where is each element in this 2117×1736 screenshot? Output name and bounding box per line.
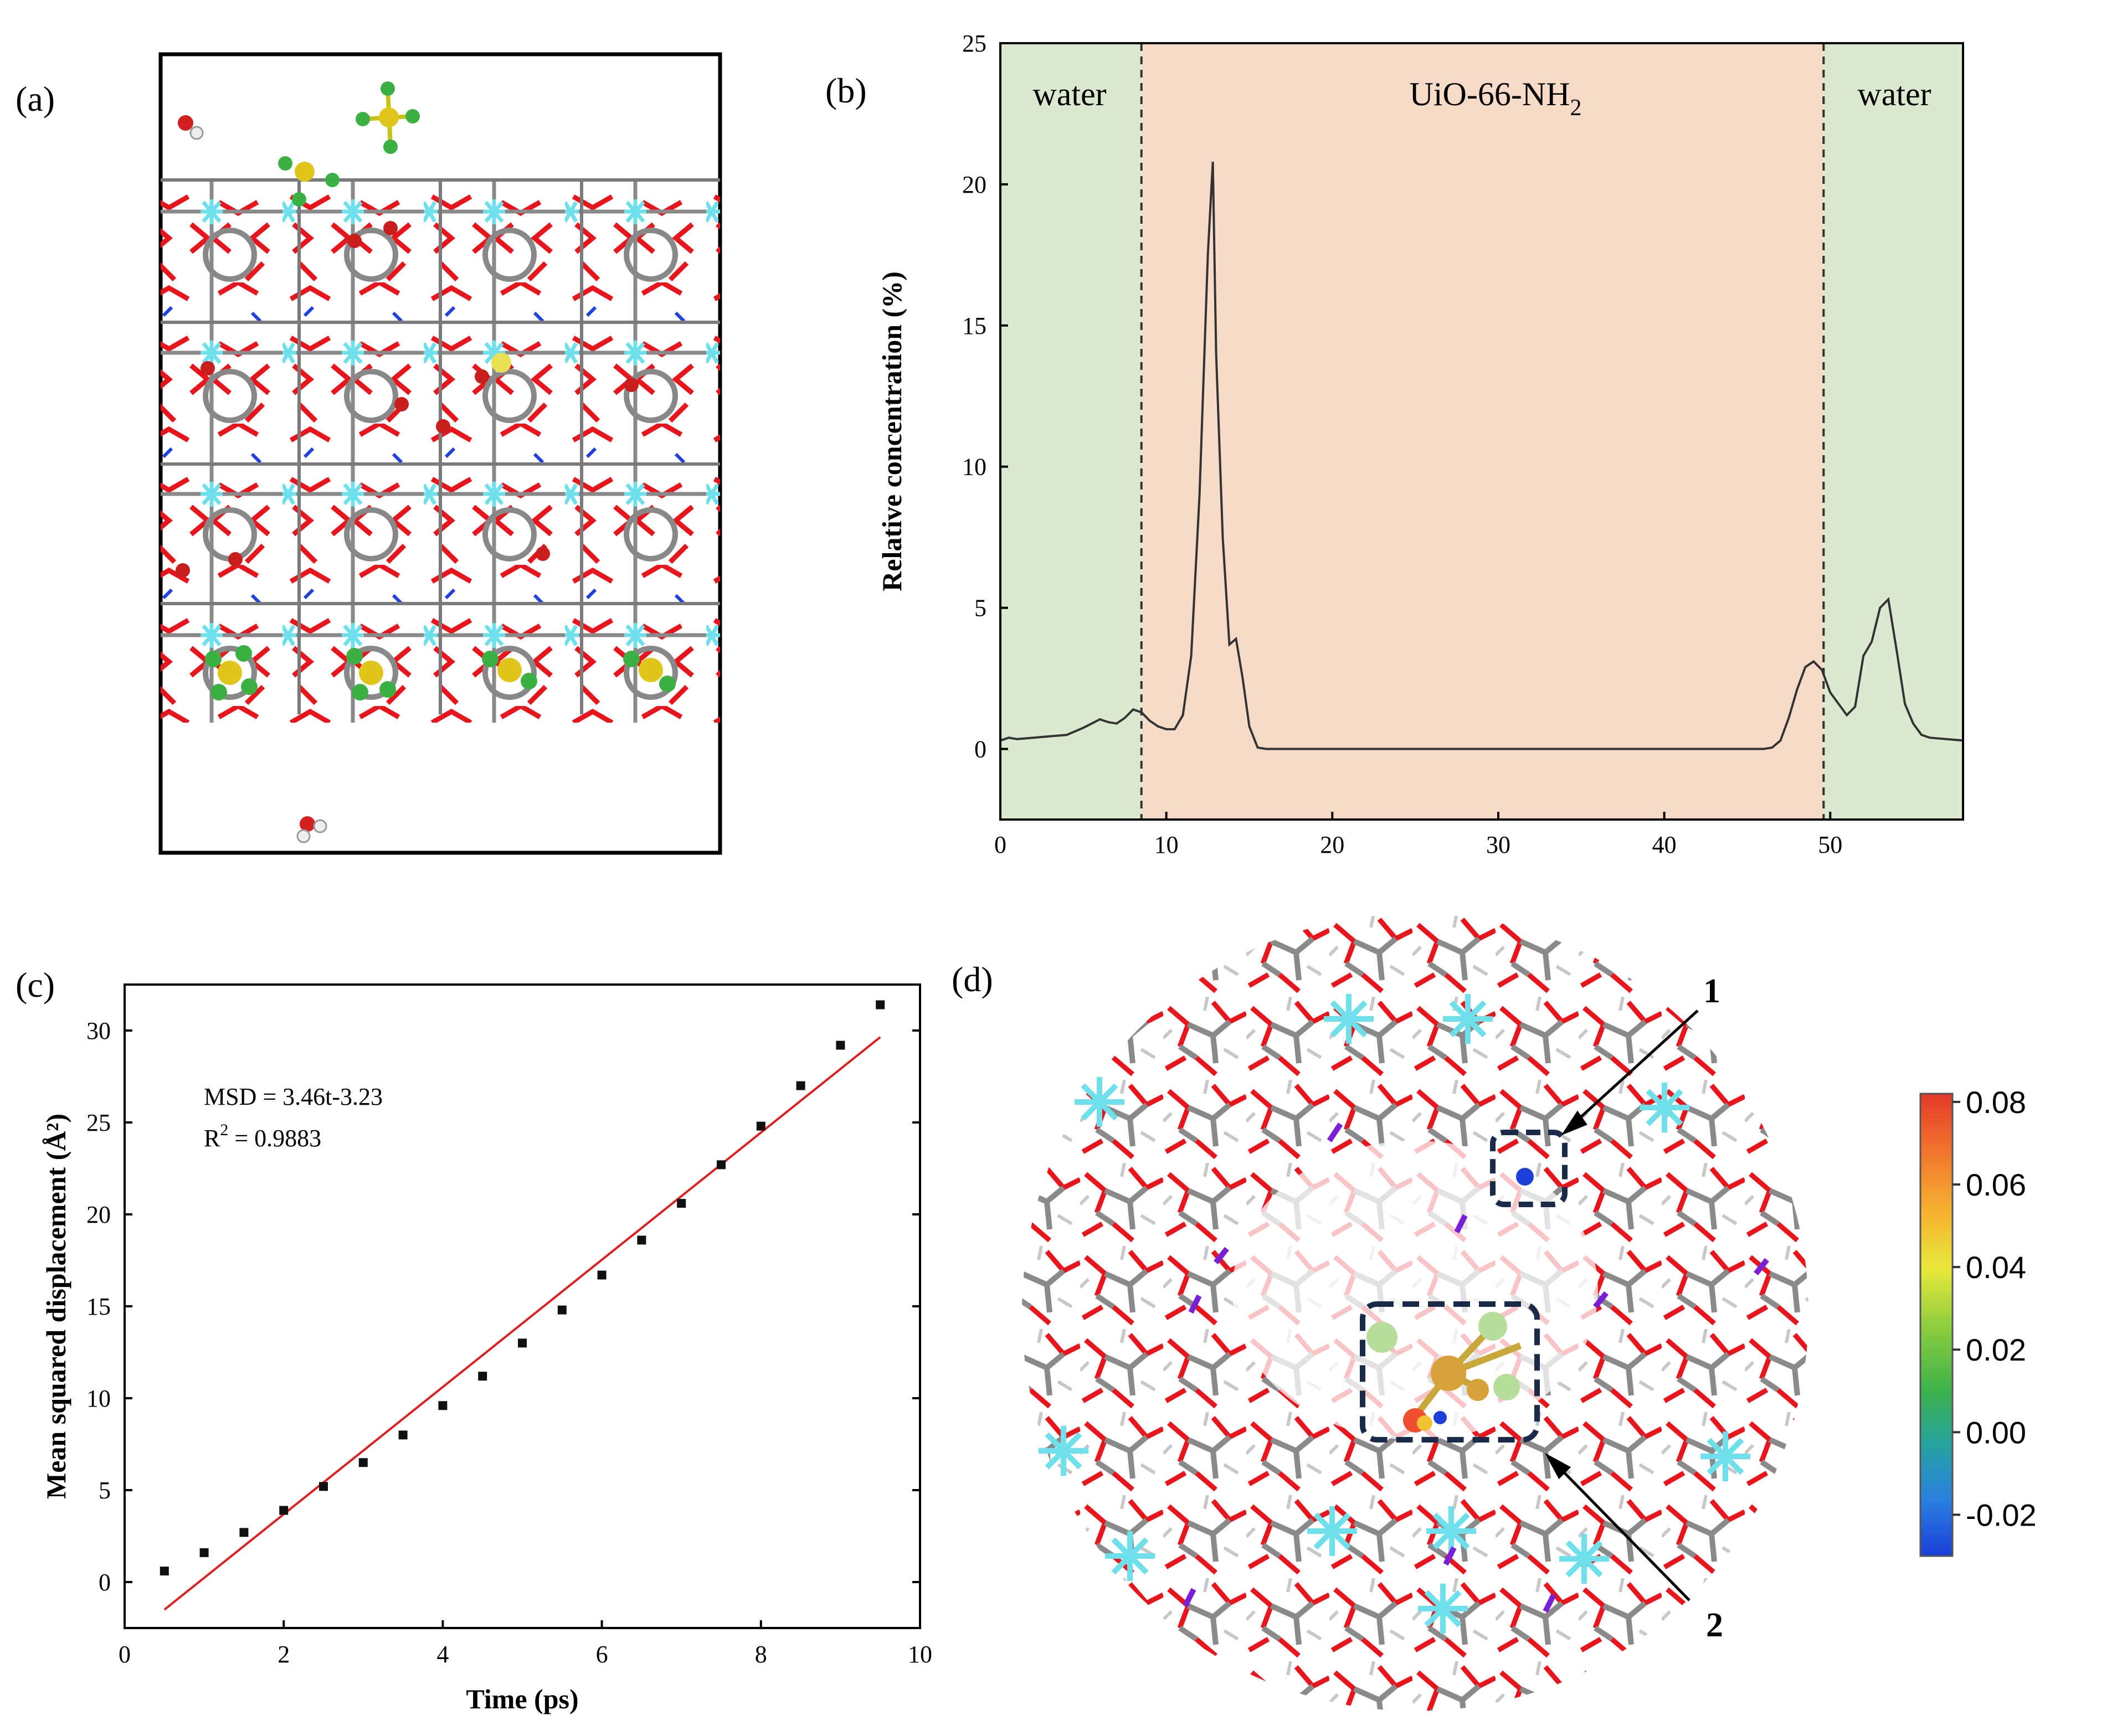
b-y-axis-title: Relative concentration (%) (876, 271, 907, 591)
y-tick-label: 10 (86, 1385, 111, 1412)
msd-point (518, 1338, 527, 1348)
colorbar-tick-label: -0.02 (1966, 1497, 2037, 1532)
highlight-box-1 (1490, 1130, 1568, 1207)
colorbar-tick-label: 0.00 (1966, 1415, 2026, 1450)
pf6-anion (1366, 1312, 1522, 1433)
panel-a-label: (a) (16, 79, 55, 119)
x-tick-label: 0 (119, 1641, 131, 1668)
msd-point (677, 1199, 686, 1208)
grid-lines (161, 178, 720, 714)
water-molecules (176, 115, 639, 843)
msd-point (398, 1430, 408, 1440)
c-y-axis-title: Mean squared displacement (Å²) (40, 1114, 71, 1499)
concentration-line (1000, 161, 1964, 750)
y-tick-label: 5 (99, 1477, 111, 1504)
colorbar-tick-label: 0.04 (1966, 1250, 2026, 1285)
c-x-axis-title: Time (ps) (466, 1683, 578, 1714)
msd-point (836, 1040, 845, 1050)
panel-b-label: (b) (825, 71, 867, 110)
zr-clusters (1039, 994, 1750, 1634)
y-tick-label: 25 (86, 1109, 111, 1136)
x-tick-label: 40 (1652, 831, 1677, 858)
y-tick-label: 25 (962, 30, 986, 57)
plot-frame (999, 42, 1964, 821)
x-tick-label: 50 (1818, 831, 1842, 858)
msd-point (438, 1401, 448, 1410)
msd-point (279, 1506, 289, 1515)
amino-groups (1183, 1122, 1769, 1613)
x-tick-label: 10 (1154, 831, 1179, 858)
y-tick-label: 15 (962, 312, 986, 339)
colorbar-tick-label: 0.08 (1966, 1085, 2026, 1120)
msd-point (756, 1121, 765, 1131)
chart-c: 0 2 4 6 8 10 0 5 10 15 20 25 30 MSD = 3.46t-3.23 R2 … (40, 983, 932, 1714)
highlight-box-2 (1360, 1301, 1540, 1443)
y-tick-label: 5 (974, 595, 986, 622)
chart-b: 0 10 20 30 40 50 0 5 10 15 20 25 water UiO-66-NH2 w… (876, 30, 1964, 858)
colorbar-ticks: 0.08 0.06 0.04 0.02 0.00 -0.02 (1952, 1085, 2037, 1532)
y-tick-label: 30 (86, 1017, 111, 1044)
panel-d-label: (d) (952, 960, 993, 999)
colorbar-tick-label: 0.02 (1966, 1332, 2026, 1367)
y-tick-label: 20 (962, 171, 986, 198)
colorbar (1919, 1093, 1954, 1557)
x-tick-label: 6 (596, 1641, 608, 1668)
b-axis-ticks: 0 10 20 30 40 50 0 5 10 15 20 25 (962, 30, 1842, 858)
msd-point (319, 1482, 328, 1491)
x-tick-label: 30 (1486, 831, 1510, 858)
x-tick-label: 4 (436, 1641, 449, 1668)
msd-point (358, 1458, 368, 1467)
y-tick-label: 0 (99, 1569, 111, 1596)
x-tick-label: 0 (994, 831, 1006, 858)
fit-line (163, 1036, 881, 1611)
x-tick-label: 8 (755, 1641, 767, 1668)
colorbar-tick-label: 0.06 (1966, 1167, 2026, 1202)
arrow-1 (1561, 1009, 1699, 1136)
pf6-anions (205, 81, 676, 700)
hotspot-1 (1516, 1168, 1534, 1186)
benzene-rings (203, 228, 678, 700)
panel-a-simulation-box (158, 52, 722, 855)
region-water-left (1000, 43, 1142, 820)
y-tick-label: 20 (86, 1201, 111, 1228)
msd-point (160, 1567, 169, 1576)
x-tick-label: 2 (278, 1641, 290, 1668)
c-axis-ticks: 0 2 4 6 8 10 0 5 10 15 20 25 30 (86, 1017, 932, 1668)
arrow-2 (1544, 1452, 1690, 1601)
y-tick-label: 0 (974, 736, 986, 763)
region-label-water-left: water (1032, 76, 1106, 112)
region-water-right (1823, 43, 1963, 820)
region-mof (1141, 43, 1824, 820)
msd-point (557, 1305, 567, 1315)
x-tick-label: 10 (908, 1641, 932, 1668)
msd-point (239, 1528, 249, 1537)
fit-r-squared: R2 = 0.9883 (204, 1121, 321, 1152)
panel-d-molecular-cage: 1 2 0.08 0.06 0.04 0.02 0.00 -0.02 (1022, 914, 2037, 1711)
msd-point (876, 1000, 885, 1009)
msd-point (478, 1372, 487, 1381)
y-tick-label: 10 (962, 454, 986, 481)
panel-c-label: (c) (16, 965, 55, 1004)
region-label-mof: UiO-66-NH2 (1410, 76, 1582, 121)
msd-point (199, 1548, 209, 1557)
region-label-water-right: water (1857, 76, 1931, 112)
msd-point (637, 1235, 646, 1245)
y-tick-label: 15 (86, 1293, 111, 1320)
x-tick-label: 20 (1320, 831, 1344, 858)
msd-point (796, 1081, 805, 1090)
arrow-label-2: 2 (1706, 1606, 1723, 1644)
msd-points (160, 1000, 885, 1576)
msd-point (597, 1270, 607, 1280)
msd-point (717, 1160, 726, 1170)
arrow-label-1: 1 (1703, 972, 1720, 1010)
fit-equation: MSD = 3.46t-3.23 (204, 1083, 383, 1110)
